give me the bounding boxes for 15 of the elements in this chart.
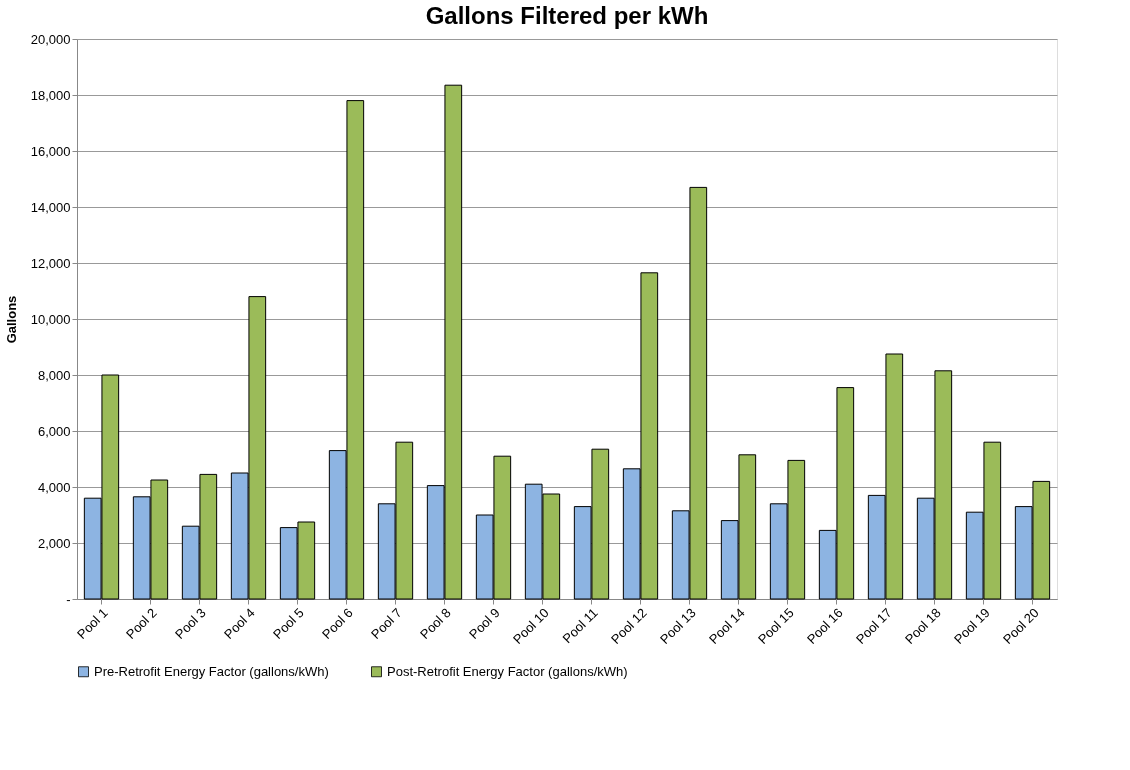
y-tick-label: - bbox=[66, 591, 71, 607]
legend-label: Pre-Retrofit Energy Factor (gallons/kWh) bbox=[94, 663, 329, 679]
legend-label: Post-Retrofit Energy Factor (gallons/kWh) bbox=[387, 663, 628, 679]
y-axis-title: Gallons bbox=[3, 295, 19, 344]
y-tick-label: 20,000 bbox=[30, 31, 71, 47]
y-tick-label: 12,000 bbox=[30, 255, 71, 271]
chart-title: Gallons Filtered per kWh bbox=[425, 2, 709, 29]
y-tick-label: 10,000 bbox=[30, 311, 71, 327]
y-tick-label: 4,000 bbox=[37, 479, 71, 495]
y-tick-label: 14,000 bbox=[30, 199, 71, 215]
y-tick-label: 2,000 bbox=[37, 535, 71, 551]
y-tick-label: 16,000 bbox=[30, 143, 71, 159]
y-tick-label: 6,000 bbox=[37, 423, 71, 439]
y-tick-label: 18,000 bbox=[30, 87, 71, 103]
y-tick-label: 8,000 bbox=[37, 367, 71, 383]
